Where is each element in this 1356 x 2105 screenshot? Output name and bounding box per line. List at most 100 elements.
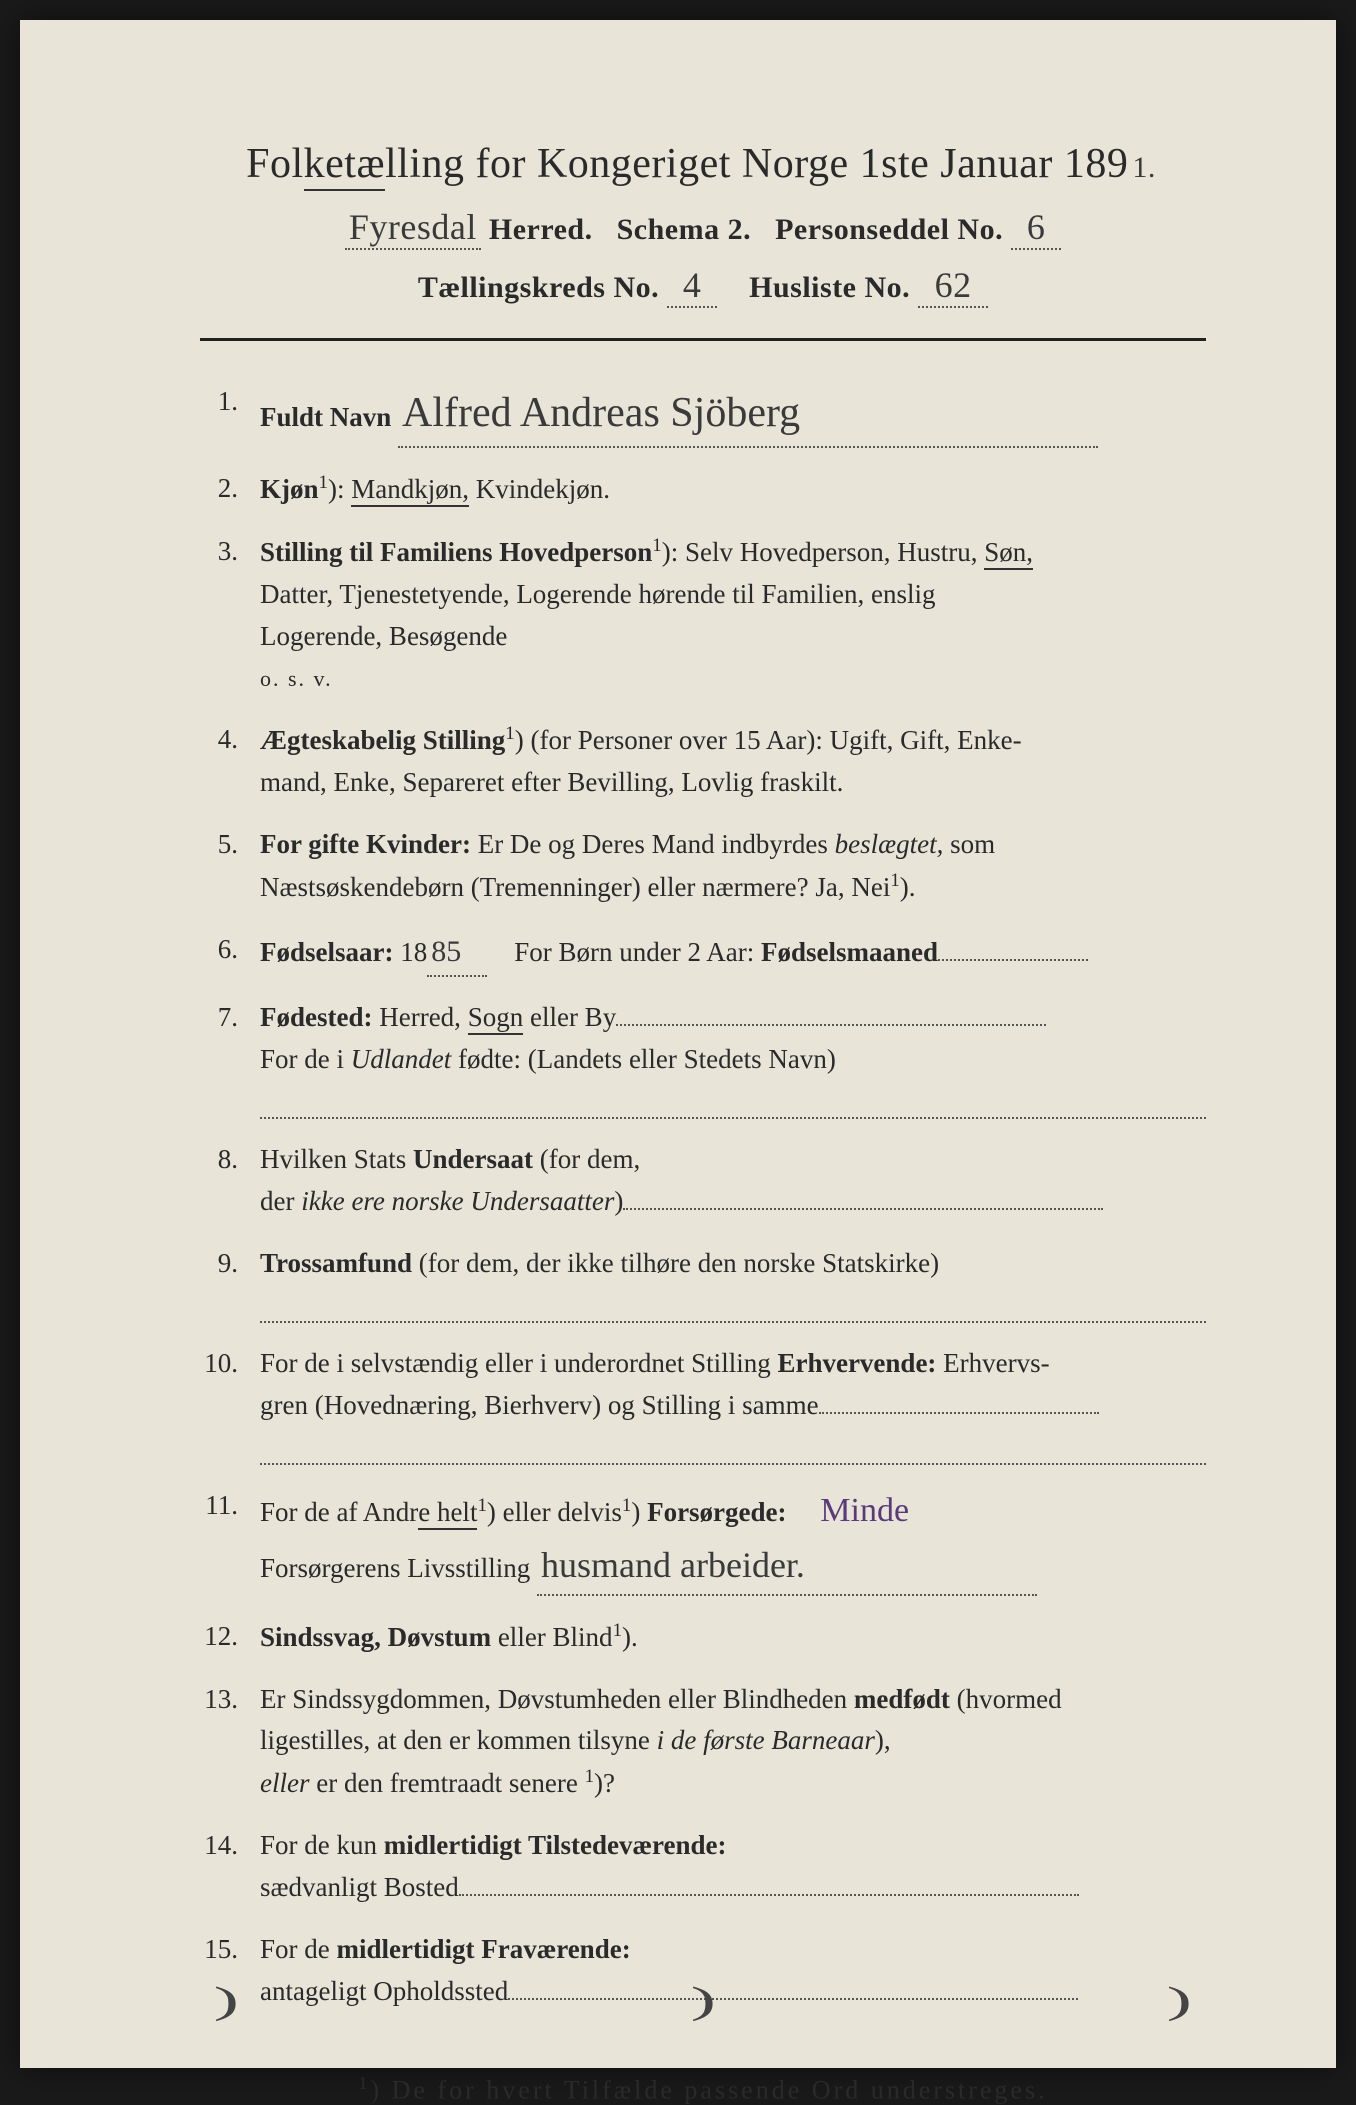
item-7-post: eller By xyxy=(523,1002,616,1032)
husliste-no-hw: 62 xyxy=(918,264,988,308)
item-11: 11. For de af Andre helt1) eller delvis1… xyxy=(200,1485,1206,1595)
fullname-hw: Alfred Andreas Sjöberg xyxy=(398,381,1098,448)
item-4-tail1: (for Personer over 15 Aar): xyxy=(524,725,830,755)
kreds-label: Tællingskreds No. xyxy=(418,271,659,304)
item-13-sup: 1 xyxy=(585,1766,594,1787)
item-7-body: Fødested: Herred, Sogn eller By For de i… xyxy=(260,997,1206,1119)
item-9-num: 9. xyxy=(200,1243,260,1285)
year-last-digit-hw: 1. xyxy=(1128,151,1160,185)
header-line-2: Fyresdal Herred. Schema 2. Personseddel … xyxy=(200,206,1206,250)
item-12-tail: eller Blind xyxy=(491,1622,612,1652)
birthmonth-blank xyxy=(938,959,1088,961)
item-4-opts: Ugift, Gift, Enke- xyxy=(830,725,1022,755)
item-7-blank-line xyxy=(260,1087,1206,1119)
footnote-sup: 1 xyxy=(358,2073,370,2093)
item-15-l1b: midlertidigt Fraværende: xyxy=(337,1934,631,1964)
item-11-sup1: 1 xyxy=(477,1495,486,1516)
herred-value-hw: Fyresdal xyxy=(345,206,481,250)
census-form-page: Folketælling for Kongeriget Norge 1ste J… xyxy=(20,20,1336,2068)
herred-label: Herred. xyxy=(489,213,593,246)
item-4-label: Ægteskabelig Stilling xyxy=(260,725,505,755)
item-14-body: For de kun midlertidigt Tilstedeværende:… xyxy=(260,1825,1206,1909)
item-5-it1: beslægtet, xyxy=(835,829,944,859)
item-7-sogn: Sogn xyxy=(468,1002,524,1035)
item-14-l1a: For de kun xyxy=(260,1830,384,1860)
item-13-l1b: medfødt xyxy=(854,1684,950,1714)
item-3-son-underlined: Søn, xyxy=(984,537,1033,570)
personseddel-label: Personseddel No. xyxy=(775,213,1003,246)
item-1-body: Fuldt Navn Alfred Andreas Sjöberg xyxy=(260,381,1206,448)
item-3: 3. Stilling til Familiens Hovedperson1):… xyxy=(200,531,1206,699)
item-13-l2it: i de første Barneaar xyxy=(657,1725,875,1755)
item-14: 14. For de kun midlertidigt Tilstedevære… xyxy=(200,1825,1206,1909)
bracket-1: ) xyxy=(214,1979,239,2023)
item-13-body: Er Sindssygdommen, Døvstumheden eller Bl… xyxy=(260,1679,1206,1806)
item-10-body: For de i selvstændig eller i underordnet… xyxy=(260,1343,1206,1465)
birthyear-hw: 85 xyxy=(427,929,487,978)
item-9-tail: (for dem, der ikke tilhøre den norske St… xyxy=(419,1248,939,1278)
item-13: 13. Er Sindssygdommen, Døvstumheden elle… xyxy=(200,1679,1206,1806)
item-5-body: For gifte Kvinder: Er De og Deres Mand i… xyxy=(260,824,1206,909)
footnote-text: ) De for hvert Tilfælde passende Ord und… xyxy=(370,2075,1047,2104)
item-8-l2a: der xyxy=(260,1186,301,1216)
item-13-l1a: Er Sindssygdommen, Døvstumheden eller Bl… xyxy=(260,1684,854,1714)
form-header: Folketælling for Kongeriget Norge 1ste J… xyxy=(200,140,1206,308)
item-2-body: Kjøn1): Mandkjøn, Kvindekjøn. xyxy=(260,468,1206,511)
title-pre: Fol xyxy=(246,141,304,187)
item-10-l1c: Erhvervs- xyxy=(936,1348,1049,1378)
item-6-num: 6. xyxy=(200,929,260,971)
item-11-sup2: 1 xyxy=(622,1495,631,1516)
husliste-label: Husliste No. xyxy=(749,271,910,304)
bracket-2: ) xyxy=(690,1979,715,2023)
footnote: 1) De for hvert Tilfælde passende Ord un… xyxy=(200,2073,1206,2105)
item-8: 8. Hvilken Stats Undersaat (for dem, der… xyxy=(200,1139,1206,1223)
item-11-l1a: For de af Andr xyxy=(260,1497,418,1527)
item-12: 12. Sindssvag, Døvstum eller Blind1). xyxy=(200,1616,1206,1659)
item-7-pre: Herred, xyxy=(379,1002,467,1032)
title-post: lling for Kongeriget Norge 1ste Januar 1… xyxy=(385,141,1128,187)
item-3-etc: o. s. v. xyxy=(260,666,333,691)
item-5-num: 5. xyxy=(200,824,260,866)
item-1-label: Fuldt Navn xyxy=(260,402,391,432)
item-11-l2label: Forsørgerens Livsstilling xyxy=(260,1553,530,1583)
personseddel-no-hw: 6 xyxy=(1011,206,1061,250)
item-13-l3a: er den fremtraadt senere xyxy=(309,1768,584,1798)
header-line-3: Tællingskreds No. 4 Husliste No. 62 xyxy=(200,264,1206,308)
kreds-no-hw: 4 xyxy=(667,264,717,308)
item-12-num: 12. xyxy=(200,1616,260,1658)
item-5-tail: Er De og Deres Mand indbyrdes xyxy=(478,829,835,859)
item-11-l1b: eller delvis xyxy=(496,1497,622,1527)
item-13-l2b: ), xyxy=(875,1725,891,1755)
item-13-l2a: ligestilles, at den er kommen tilsyne xyxy=(260,1725,657,1755)
item-11-hw-top: Minde xyxy=(820,1492,909,1529)
item-7-label: Fødested: xyxy=(260,1002,372,1032)
item-3-body: Stilling til Familiens Hovedperson1): Se… xyxy=(260,531,1206,699)
item-4: 4. Ægteskabelig Stilling1) (for Personer… xyxy=(200,719,1206,804)
bracket-3: ) xyxy=(1167,1979,1192,2023)
year-prefix: 18 xyxy=(400,937,427,967)
item-3-num: 3. xyxy=(200,531,260,573)
item-15-num: 15. xyxy=(200,1929,260,1971)
item-10-l2: gren (Hovednæring, Bierhverv) og Stillin… xyxy=(260,1390,819,1420)
item-7: 7. Fødested: Herred, Sogn eller By For d… xyxy=(200,997,1206,1119)
item-4-sup: 1 xyxy=(505,723,514,744)
item-11-hw-bottom: husmand arbeider. xyxy=(537,1538,1037,1596)
item-2-label: Kjøn xyxy=(260,474,319,504)
item-8-l1c: (for dem, xyxy=(533,1144,640,1174)
item-4-line2: mand, Enke, Separeret efter Bevilling, L… xyxy=(260,767,843,797)
item-2: 2. Kjøn1): Mandkjøn, Kvindekjøn. xyxy=(200,468,1206,511)
item-7-num: 7. xyxy=(200,997,260,1039)
item-15-l1a: For de xyxy=(260,1934,337,1964)
gender-male-underlined: Mandkjøn, xyxy=(351,474,469,507)
item-3-sup: 1 xyxy=(652,535,661,556)
item-14-l1b: midlertidigt Tilstedeværende: xyxy=(384,1830,727,1860)
title-underlined: ketæ xyxy=(304,141,385,191)
item-11-l1c: Forsørgede: xyxy=(640,1497,786,1527)
item-14-blank xyxy=(459,1894,1079,1896)
item-11-u: e helt xyxy=(418,1497,477,1530)
item-5-som: som xyxy=(943,829,995,859)
birthplace-blank xyxy=(616,1024,1046,1026)
item-2-sup: 1 xyxy=(319,472,328,493)
item-8-l2it: ikke ere norske Undersaatter xyxy=(301,1186,614,1216)
item-12-body: Sindssvag, Døvstum eller Blind1). xyxy=(260,1616,1206,1659)
